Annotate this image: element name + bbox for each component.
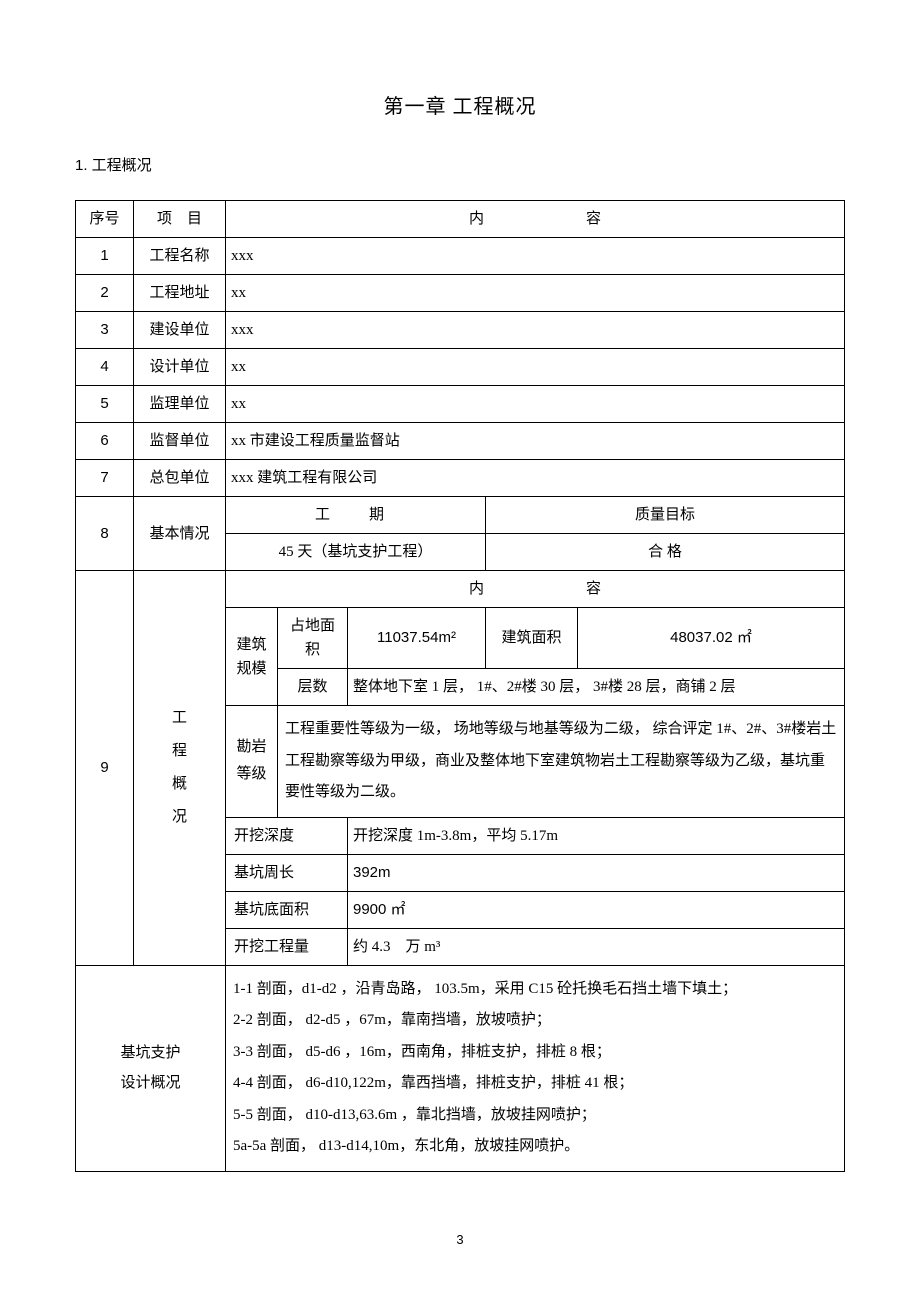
- header-content: 内 容: [226, 201, 845, 238]
- table-row: 9 工 程 概 况 内 容: [76, 571, 845, 608]
- floors-value: 整体地下室 1 层， 1#、2#楼 30 层， 3#楼 28 层，商铺 2 层: [348, 669, 845, 706]
- chapter-title: 第一章 工程概况: [75, 90, 845, 119]
- seq-cell: 3: [76, 312, 134, 349]
- label-cell: 总包单位: [134, 460, 226, 497]
- build-area-label: 建筑面积: [486, 608, 578, 669]
- value-cell: xx: [226, 275, 845, 312]
- duration-value: 45 天（基坑支护工程）: [226, 534, 486, 571]
- page-number: 3: [75, 1232, 845, 1247]
- label-cell: 监理单位: [134, 386, 226, 423]
- base-area-label: 基坑底面积: [226, 891, 348, 928]
- table-header-row: 序号 项 目 内 容: [76, 201, 845, 238]
- seq-cell: 2: [76, 275, 134, 312]
- land-area-label: 占地面积: [278, 608, 348, 669]
- seq-cell: 4: [76, 349, 134, 386]
- table-row: 2 工程地址 xx: [76, 275, 845, 312]
- support-design-value: 1-1 剖面，d1-d2 ，沿青岛路， 103.5m，采用 C15 砼托换毛石挡…: [226, 965, 845, 1171]
- label-cell: 监督单位: [134, 423, 226, 460]
- value-cell: xxx 建筑工程有限公司: [226, 460, 845, 497]
- seq-cell: 7: [76, 460, 134, 497]
- value-cell: xx: [226, 386, 845, 423]
- land-area-value: 11037.54m²: [348, 608, 486, 669]
- label-cell: 工程地址: [134, 275, 226, 312]
- geology-value: 工程重要性等级为一级， 场地等级与地基等级为二级， 综合评定 1#、2#、3#楼…: [278, 706, 845, 818]
- depth-value: 开挖深度 1m-3.8m，平均 5.17m: [348, 817, 845, 854]
- header-item: 项 目: [134, 201, 226, 238]
- base-area-value: 9900 ㎡: [348, 891, 845, 928]
- label-cell: 建设单位: [134, 312, 226, 349]
- quality-value: 合 格: [486, 534, 845, 571]
- seq-cell: 8: [76, 497, 134, 571]
- seq-cell: 5: [76, 386, 134, 423]
- value-cell: xxx: [226, 312, 845, 349]
- volume-label: 开挖工程量: [226, 928, 348, 965]
- label-cell: 基本情况: [134, 497, 226, 571]
- table-row: 6 监督单位 xx 市建设工程质量监督站: [76, 423, 845, 460]
- label-cell: 设计单位: [134, 349, 226, 386]
- perimeter-value: 392m: [348, 854, 845, 891]
- label-cell: 工程名称: [134, 238, 226, 275]
- table-row: 5 监理单位 xx: [76, 386, 845, 423]
- sub-content-header: 内 容: [226, 571, 845, 608]
- table-row: 3 建设单位 xxx: [76, 312, 845, 349]
- table-row: 1 工程名称 xxx: [76, 238, 845, 275]
- section-title: 1. 工程概况: [75, 154, 845, 175]
- seq-cell: 6: [76, 423, 134, 460]
- value-cell: xxx: [226, 238, 845, 275]
- project-info-table: 序号 项 目 内 容 1 工程名称 xxx 2 工程地址 xx 3 建设单位 x…: [75, 200, 845, 1172]
- table-row: 基坑支护 设计概况 1-1 剖面，d1-d2 ，沿青岛路， 103.5m，采用 …: [76, 965, 845, 1171]
- table-row: 7 总包单位 xxx 建筑工程有限公司: [76, 460, 845, 497]
- depth-label: 开挖深度: [226, 817, 348, 854]
- table-row: 4 设计单位 xx: [76, 349, 845, 386]
- value-cell: xx: [226, 349, 845, 386]
- seq-cell: 1: [76, 238, 134, 275]
- value-cell: xx 市建设工程质量监督站: [226, 423, 845, 460]
- seq-cell: 9: [76, 571, 134, 966]
- build-area-value: 48037.02 ㎡: [578, 608, 845, 669]
- volume-value: 约 4.3 万 m³: [348, 928, 845, 965]
- geology-label: 勘岩 等级: [226, 706, 278, 818]
- table-row: 8 基本情况 工 期 质量目标: [76, 497, 845, 534]
- quality-header: 质量目标: [486, 497, 845, 534]
- header-seq: 序号: [76, 201, 134, 238]
- label-cell: 工 程 概 况: [134, 571, 226, 966]
- building-scale-label: 建筑 规模: [226, 608, 278, 706]
- perimeter-label: 基坑周长: [226, 854, 348, 891]
- floors-label: 层数: [278, 669, 348, 706]
- duration-header: 工 期: [226, 497, 486, 534]
- support-design-label: 基坑支护 设计概况: [76, 965, 226, 1171]
